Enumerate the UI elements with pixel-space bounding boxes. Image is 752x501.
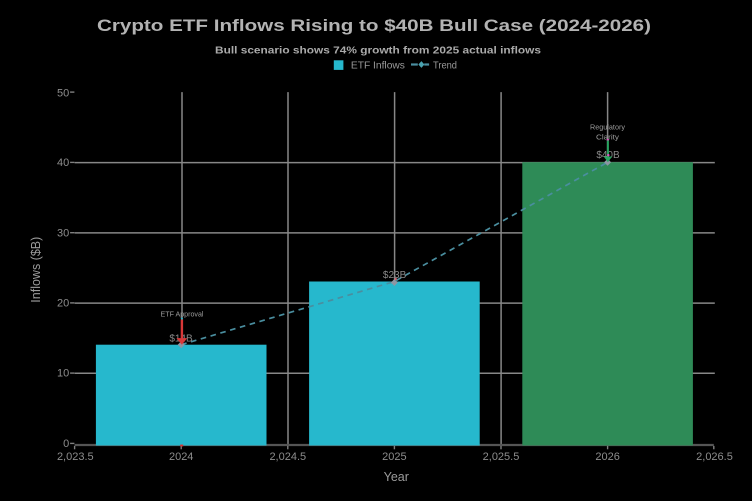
svg-text:$23B: $23B bbox=[383, 270, 407, 281]
svg-text:ETF Inflows: ETF Inflows bbox=[351, 60, 405, 71]
svg-text:Clarity: Clarity bbox=[596, 133, 619, 142]
svg-text:10: 10 bbox=[57, 368, 69, 380]
svg-text:40: 40 bbox=[57, 157, 69, 169]
svg-text:ETF Approval: ETF Approval bbox=[161, 310, 204, 319]
svg-text:Regulatory: Regulatory bbox=[590, 122, 625, 131]
svg-text:2,026.5: 2,026.5 bbox=[696, 451, 733, 463]
svg-text:2025: 2025 bbox=[382, 451, 406, 463]
svg-text:Year: Year bbox=[384, 470, 409, 484]
svg-text:50: 50 bbox=[57, 87, 69, 99]
svg-text:2,023.5: 2,023.5 bbox=[57, 451, 94, 463]
svg-text:Trend: Trend bbox=[433, 60, 457, 71]
svg-text:2024: 2024 bbox=[169, 451, 193, 463]
svg-text:2,025.5: 2,025.5 bbox=[483, 451, 520, 463]
svg-text:Inflows ($B): Inflows ($B) bbox=[29, 237, 43, 303]
svg-text:0: 0 bbox=[63, 438, 69, 450]
svg-text:Bull scenario shows 74% growth: Bull scenario shows 74% growth from 2025… bbox=[215, 45, 541, 57]
svg-text:20: 20 bbox=[57, 298, 69, 310]
svg-text:2,024.5: 2,024.5 bbox=[269, 451, 306, 463]
svg-text:Crypto ETF Inflows Rising to $: Crypto ETF Inflows Rising to $40B Bull C… bbox=[97, 16, 651, 35]
svg-text:2026: 2026 bbox=[595, 451, 619, 463]
svg-text:30: 30 bbox=[57, 227, 69, 239]
